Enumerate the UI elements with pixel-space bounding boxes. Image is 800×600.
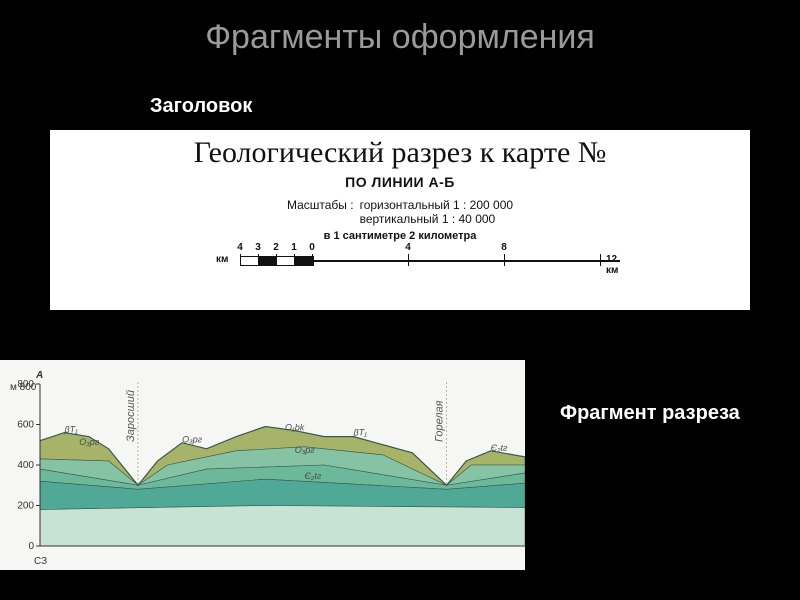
svg-text:O₃pг: O₃pг	[182, 435, 203, 445]
bar-tick-label: 2	[273, 242, 279, 253]
bar-tick	[600, 254, 601, 266]
svg-text:400: 400	[17, 460, 34, 471]
svg-text:Горелая: Горелая	[434, 400, 446, 442]
svg-text:0: 0	[28, 541, 34, 552]
bar-unit-right: 12 км	[606, 254, 630, 276]
svg-text:O₁bk: O₁bk	[285, 423, 305, 433]
bar-tick-label: 1	[291, 242, 297, 253]
section-panel: 0200400600800Aм 800СЗЗаросшийГорелаяβT₁O…	[0, 360, 525, 570]
svg-text:Є₂tг: Є₂tг	[305, 471, 322, 481]
label-header: Заголовок	[150, 95, 252, 118]
scale-horizontal: горизонтальный 1 : 200 000	[360, 198, 513, 212]
bar-tick-label: 0	[309, 242, 315, 253]
bar-segment	[276, 256, 296, 266]
bar-tick-label: 8	[501, 242, 507, 253]
svg-text:м 800: м 800	[10, 382, 37, 393]
slide-title: Фрагменты оформления	[0, 0, 800, 67]
label-section: Фрагмент разреза	[560, 400, 740, 426]
scale-note: в 1 сантиметре 2 километра	[50, 230, 750, 242]
bar-tick	[312, 254, 313, 266]
svg-text:Є₂tг: Є₂tг	[491, 443, 508, 453]
svg-text:Заросший: Заросший	[125, 390, 137, 442]
bar-unit-left: км	[216, 254, 228, 265]
scale-bar: км 12 км 4321048	[170, 246, 630, 280]
svg-text:A: A	[35, 370, 43, 381]
bar-segment	[258, 256, 278, 266]
bar-tick-label: 4	[237, 242, 243, 253]
bar-tick	[504, 254, 505, 266]
bar-segment	[294, 256, 314, 266]
svg-text:O₃pг: O₃pг	[295, 445, 316, 455]
svg-text:βT₁: βT₁	[353, 428, 368, 438]
bar-segment	[240, 256, 260, 266]
bar-tick-label: 3	[255, 242, 261, 253]
header-subtitle: ПО ЛИНИИ А-Б	[50, 174, 750, 190]
bar-tick-label: 4	[405, 242, 411, 253]
header-title: Геологический разрез к карте №	[50, 130, 750, 170]
svg-text:βT₁: βT₁	[63, 425, 78, 435]
svg-text:СЗ: СЗ	[34, 556, 47, 567]
svg-text:O₃pг: O₃pг	[79, 437, 100, 447]
svg-text:600: 600	[17, 420, 34, 431]
bar-tick	[408, 254, 409, 266]
scale-vertical: вертикальный 1 : 40 000	[360, 212, 513, 226]
scale-row: Масштабы : горизонтальный 1 : 200 000 ве…	[50, 198, 750, 226]
svg-text:200: 200	[17, 501, 34, 512]
scale-label: Масштабы :	[287, 198, 354, 226]
section-svg: 0200400600800Aм 800СЗЗаросшийГорелаяβT₁O…	[0, 360, 525, 570]
header-panel: Геологический разрез к карте № ПО ЛИНИИ …	[50, 130, 750, 310]
